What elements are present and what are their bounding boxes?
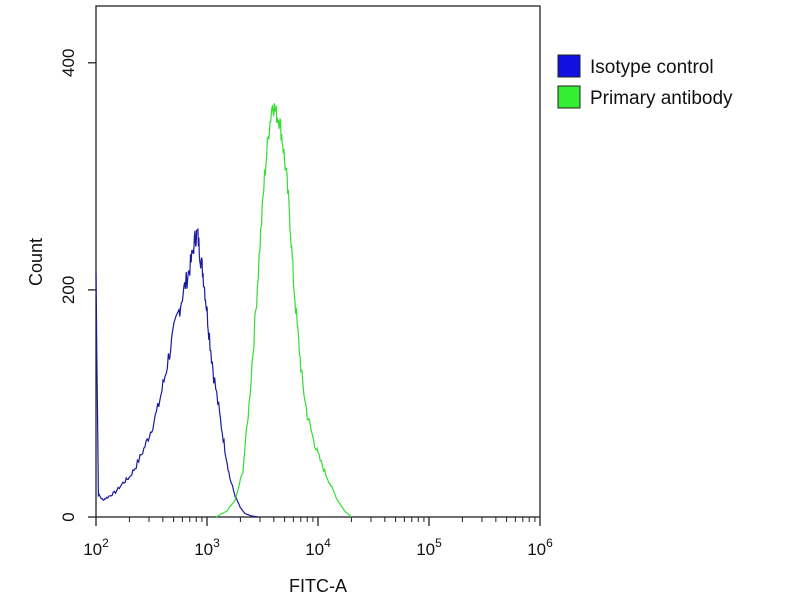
y-tick-label: 200 bbox=[59, 276, 78, 304]
legend-swatch-isotype-control bbox=[557, 54, 581, 78]
y-tick-label: 0 bbox=[59, 512, 78, 521]
y-tick-labels: 0 200 400 bbox=[59, 49, 78, 522]
legend-label-primary-antibody: Primary antibody bbox=[590, 88, 733, 109]
legend-swatch-primary-antibody bbox=[557, 85, 581, 109]
x-axis-title: FITC-A bbox=[289, 576, 347, 596]
x-tick-label: 103 bbox=[194, 536, 220, 559]
legend-label-isotype-control: Isotype control bbox=[590, 57, 714, 78]
legend: Isotype control Primary antibody bbox=[557, 54, 733, 109]
series-layer bbox=[95, 103, 352, 518]
x-tick-label: 105 bbox=[416, 536, 442, 559]
x-tick-label: 106 bbox=[527, 536, 553, 559]
plot-frame bbox=[95, 5, 541, 518]
x-tick-labels: 102 103 104 105 106 bbox=[83, 536, 553, 559]
series-line-isotype-control bbox=[95, 227, 259, 518]
minor-ticks bbox=[128, 517, 536, 522]
series-line-primary-antibody bbox=[215, 103, 352, 518]
x-tick-label: 104 bbox=[305, 536, 331, 559]
y-axis-title: Count bbox=[26, 238, 46, 286]
y-tick-label: 400 bbox=[59, 49, 78, 77]
x-tick-label: 102 bbox=[83, 536, 109, 559]
major-ticks bbox=[88, 62, 541, 526]
